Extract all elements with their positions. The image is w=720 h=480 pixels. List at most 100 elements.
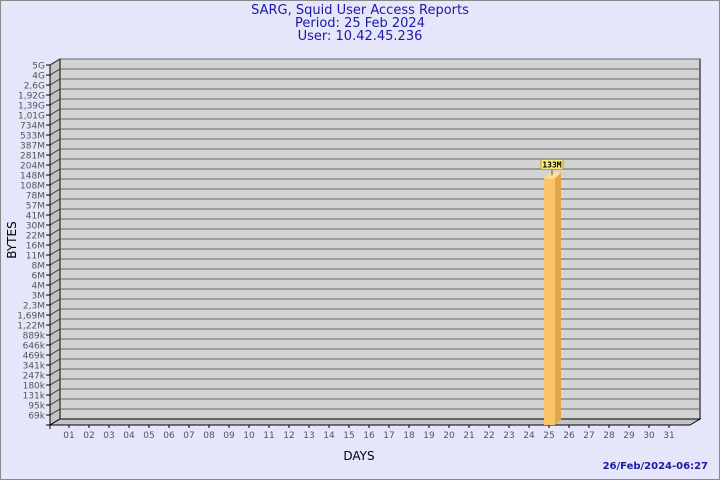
y-tick-label: 3M <box>32 292 46 302</box>
y-tick-label: 2,6G <box>24 82 45 92</box>
gridline-wall <box>49 148 61 156</box>
x-tick-label: 12 <box>283 431 294 441</box>
x-tick-label: 26 <box>563 431 575 441</box>
gridline-wall <box>49 388 61 396</box>
gridline-wall <box>49 338 61 346</box>
y-tick-label: 180k <box>23 382 46 392</box>
y-tick-label: 30M <box>26 222 45 232</box>
y-tick-label: 4M <box>32 282 46 292</box>
gridline-wall <box>49 68 61 76</box>
gridline-wall <box>49 118 61 126</box>
generated-timestamp: 26/Feb/2024-06:27 <box>602 461 708 472</box>
y-tick-label: 1,92G <box>18 92 45 102</box>
y-tick-label: 57M <box>26 202 45 212</box>
y-tick-label: 281M <box>20 152 45 162</box>
gridline-wall <box>49 128 61 136</box>
gridline-wall <box>49 288 61 296</box>
gridline-wall <box>49 228 61 236</box>
y-tick-label: 204M <box>20 162 45 172</box>
bar-day-25 <box>544 178 555 425</box>
x-tick-label: 25 <box>543 431 554 441</box>
y-tick-label: 889k <box>23 332 46 342</box>
gridline-wall <box>49 208 61 216</box>
y-tick-label: 2,3M <box>23 302 45 312</box>
gridline-wall <box>49 248 61 256</box>
x-tick-label: 08 <box>203 431 215 441</box>
x-tick-label: 11 <box>263 431 274 441</box>
x-tick-label: 15 <box>343 431 354 441</box>
y-tick-label: 11M <box>26 252 45 262</box>
gridline-wall <box>49 308 61 316</box>
x-tick-label: 06 <box>163 431 175 441</box>
y-tick-label: 533M <box>20 132 45 142</box>
gridline-wall <box>49 298 61 306</box>
y-tick-label: 131k <box>23 392 46 402</box>
x-tick-label: 18 <box>403 431 415 441</box>
y-tick-label: 1,22M <box>17 322 45 332</box>
y-tick-label: 16M <box>26 242 45 252</box>
y-tick-label: 95k <box>28 402 45 412</box>
x-tick-label: 31 <box>663 431 674 441</box>
x-tick-label: 05 <box>143 431 154 441</box>
x-tick-label: 17 <box>383 431 394 441</box>
gridline-wall <box>49 268 61 276</box>
gridline-wall <box>49 138 61 146</box>
gridline-wall <box>49 218 61 226</box>
x-tick-label: 28 <box>603 431 615 441</box>
gridline-wall <box>49 348 61 356</box>
gridline-wall <box>49 58 61 66</box>
x-tick-label: 16 <box>363 431 375 441</box>
y-tick-label: 734M <box>20 122 45 132</box>
y-tick-label: 1,39G <box>18 102 45 112</box>
x-tick-label: 02 <box>83 431 94 441</box>
x-tick-label: 22 <box>483 431 494 441</box>
x-tick-label: 30 <box>643 431 655 441</box>
x-tick-label: 07 <box>183 431 194 441</box>
chart-user: User: 10.42.45.236 <box>297 29 423 44</box>
x-tick-label: 20 <box>443 431 455 441</box>
x-tick-label: 10 <box>243 431 255 441</box>
y-tick-label: 646k <box>23 342 46 352</box>
chart-title: SARG, Squid User Access Reports <box>251 3 469 18</box>
gridline-wall <box>49 328 61 336</box>
x-tick-label: 03 <box>103 431 114 441</box>
y-tick-label: 22M <box>26 232 45 242</box>
bar-side <box>555 172 561 425</box>
y-tick-label: 1,01G <box>18 112 45 122</box>
plot-floor <box>48 418 702 426</box>
gridline-wall <box>49 378 61 386</box>
x-tick-label: 21 <box>463 431 474 441</box>
y-tick-label: 69k <box>28 412 45 422</box>
gridline-wall <box>49 318 61 326</box>
y-tick-label: 1,69M <box>17 312 45 322</box>
x-tick-label: 19 <box>423 431 435 441</box>
y-axis-title: BYTES <box>5 221 19 258</box>
x-tick-label: 13 <box>303 431 314 441</box>
y-tick-label: 4G <box>32 72 45 82</box>
gridline-wall <box>49 358 61 366</box>
gridline-wall <box>49 238 61 246</box>
gridline-wall <box>49 278 61 286</box>
y-tick-label: 5G <box>32 62 45 72</box>
x-tick-label: 14 <box>323 431 335 441</box>
data-label-box <box>540 158 564 170</box>
x-tick-label: 23 <box>503 431 514 441</box>
x-tick-label: 29 <box>623 431 635 441</box>
gridline-wall <box>49 408 61 416</box>
y-tick-label: 108M <box>20 182 45 192</box>
x-tick-label: 27 <box>583 431 594 441</box>
x-tick-label: 01 <box>63 431 74 441</box>
data-label: 133M <box>542 160 561 169</box>
gridline-wall <box>49 88 61 96</box>
x-axis-title: DAYS <box>343 449 374 463</box>
gridline-wall <box>49 108 61 116</box>
gridline-wall <box>49 398 61 406</box>
y-tick-label: 387M <box>20 142 45 152</box>
x-tick-label: 09 <box>223 431 235 441</box>
gridline-wall <box>49 168 61 176</box>
y-tick-label: 8M <box>32 262 46 272</box>
gridline-wall <box>49 188 61 196</box>
y-tick-label: 247k <box>23 372 46 382</box>
y-tick-label: 148M <box>20 172 45 182</box>
